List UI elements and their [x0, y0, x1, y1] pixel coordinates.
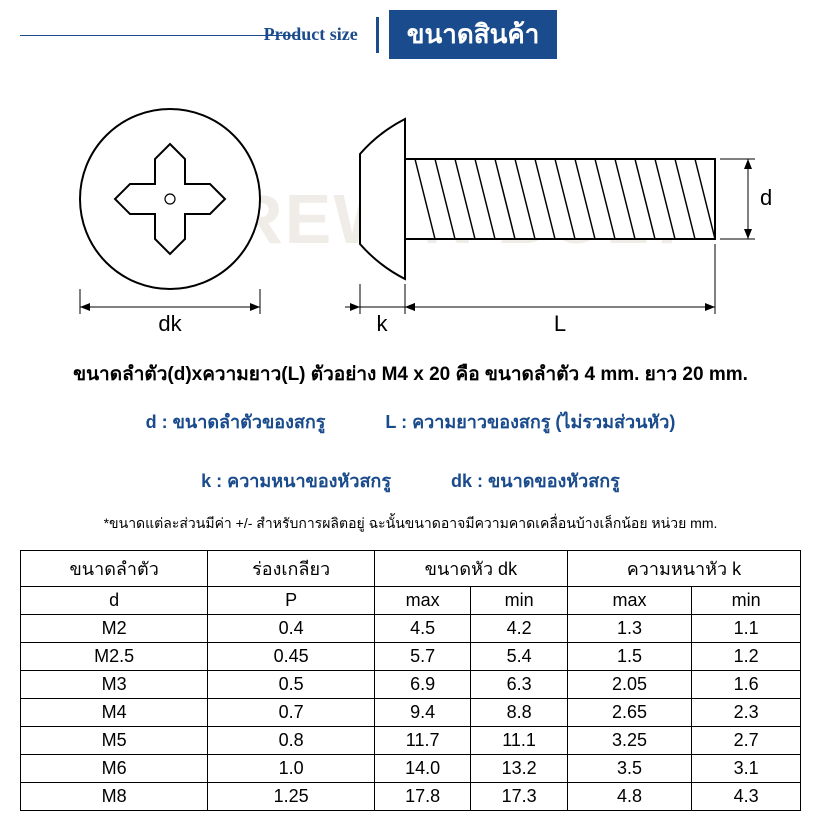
screw-diagram: dk [20, 89, 801, 349]
legend-k: k : ความหนาของหัวสกรู [201, 466, 391, 495]
top-view: dk [80, 109, 260, 336]
table-cell: 3.5 [567, 755, 691, 783]
th-k-max: max [567, 587, 691, 615]
table-cell: 11.7 [374, 727, 470, 755]
table-row: M30.56.96.32.051.6 [21, 671, 801, 699]
side-view: d k L [345, 119, 772, 336]
table-cell: 0.45 [208, 643, 375, 671]
th-d-top: ขนาดลำตัว [21, 551, 208, 587]
legend-d: d : ขนาดลำตัวของสกรู [146, 407, 326, 436]
label-L: L [554, 311, 566, 336]
table-row: M2.50.455.75.41.51.2 [21, 643, 801, 671]
label-d: d [760, 185, 772, 210]
table-cell: 1.25 [208, 783, 375, 811]
table-header-row-1: ขนาดลำตัว ร่องเกลียว ขนาดหัว dk ความหนาห… [21, 551, 801, 587]
th-dk-top: ขนาดหัว dk [374, 551, 567, 587]
description: ขนาดลำตัว(d)xความยาว(L) ตัวอย่าง M4 x 20… [20, 359, 801, 389]
table-cell: 6.3 [471, 671, 567, 699]
table-cell: 2.3 [692, 699, 801, 727]
th-p-bot: P [208, 587, 375, 615]
table-cell: 9.4 [374, 699, 470, 727]
table-cell: 1.0 [208, 755, 375, 783]
header-divider [376, 17, 379, 53]
table-cell: M4 [21, 699, 208, 727]
table-cell: 4.8 [567, 783, 691, 811]
table-cell: 4.3 [692, 783, 801, 811]
th-p-top: ร่องเกลียว [208, 551, 375, 587]
table-cell: 4.5 [374, 615, 470, 643]
table-row: M81.2517.817.34.84.3 [21, 783, 801, 811]
table-cell: 2.65 [567, 699, 691, 727]
table-cell: 1.6 [692, 671, 801, 699]
table-cell: M6 [21, 755, 208, 783]
table-cell: 0.8 [208, 727, 375, 755]
legend-L: L : ความยาวของสกรู (ไม่รวมส่วนหัว) [385, 407, 675, 436]
spec-table: ขนาดลำตัว ร่องเกลียว ขนาดหัว dk ความหนาห… [20, 550, 801, 811]
table-cell: 1.1 [692, 615, 801, 643]
diagram-area: SCREW N BOLT dk [20, 89, 801, 349]
legend-dk: dk : ขนาดของหัวสกรู [451, 466, 620, 495]
legend: d : ขนาดลำตัวของสกรู L : ความยาวของสกรู … [100, 407, 721, 495]
table-cell: 2.7 [692, 727, 801, 755]
table-cell: M2 [21, 615, 208, 643]
table-row: M50.811.711.13.252.7 [21, 727, 801, 755]
th-k-min: min [692, 587, 801, 615]
th-d-bot: d [21, 587, 208, 615]
table-cell: M3 [21, 671, 208, 699]
table-cell: 13.2 [471, 755, 567, 783]
table-cell: 1.5 [567, 643, 691, 671]
table-cell: 4.2 [471, 615, 567, 643]
th-dk-min: min [471, 587, 567, 615]
label-k: k [377, 311, 389, 336]
th-dk-max: max [374, 587, 470, 615]
table-cell: M2.5 [21, 643, 208, 671]
table-cell: M8 [21, 783, 208, 811]
table-cell: 14.0 [374, 755, 470, 783]
table-cell: 3.1 [692, 755, 801, 783]
table-cell: 17.3 [471, 783, 567, 811]
table-row: M40.79.48.82.652.3 [21, 699, 801, 727]
table-cell: 2.05 [567, 671, 691, 699]
table-cell: M5 [21, 727, 208, 755]
table-cell: 0.7 [208, 699, 375, 727]
table-cell: 5.4 [471, 643, 567, 671]
header-rule [20, 35, 300, 36]
table-header-row-2: d P max min max min [21, 587, 801, 615]
table-cell: 1.2 [692, 643, 801, 671]
table-cell: 17.8 [374, 783, 470, 811]
table-cell: 11.1 [471, 727, 567, 755]
table-row: M20.44.54.21.31.1 [21, 615, 801, 643]
th-k-top: ความหนาหัว k [567, 551, 800, 587]
table-cell: 6.9 [374, 671, 470, 699]
header-th: ขนาดสินค้า [389, 10, 558, 59]
table-cell: 0.4 [208, 615, 375, 643]
table-cell: 1.3 [567, 615, 691, 643]
table-row: M61.014.013.23.53.1 [21, 755, 801, 783]
table-cell: 3.25 [567, 727, 691, 755]
label-dk: dk [158, 311, 182, 336]
table-cell: 5.7 [374, 643, 470, 671]
table-cell: 8.8 [471, 699, 567, 727]
footnote: *ขนาดแต่ละส่วนมีค่า +/- สำหรับการผลิตอยู… [20, 513, 801, 535]
header: Product size ขนาดสินค้า [20, 10, 801, 59]
table-cell: 0.5 [208, 671, 375, 699]
